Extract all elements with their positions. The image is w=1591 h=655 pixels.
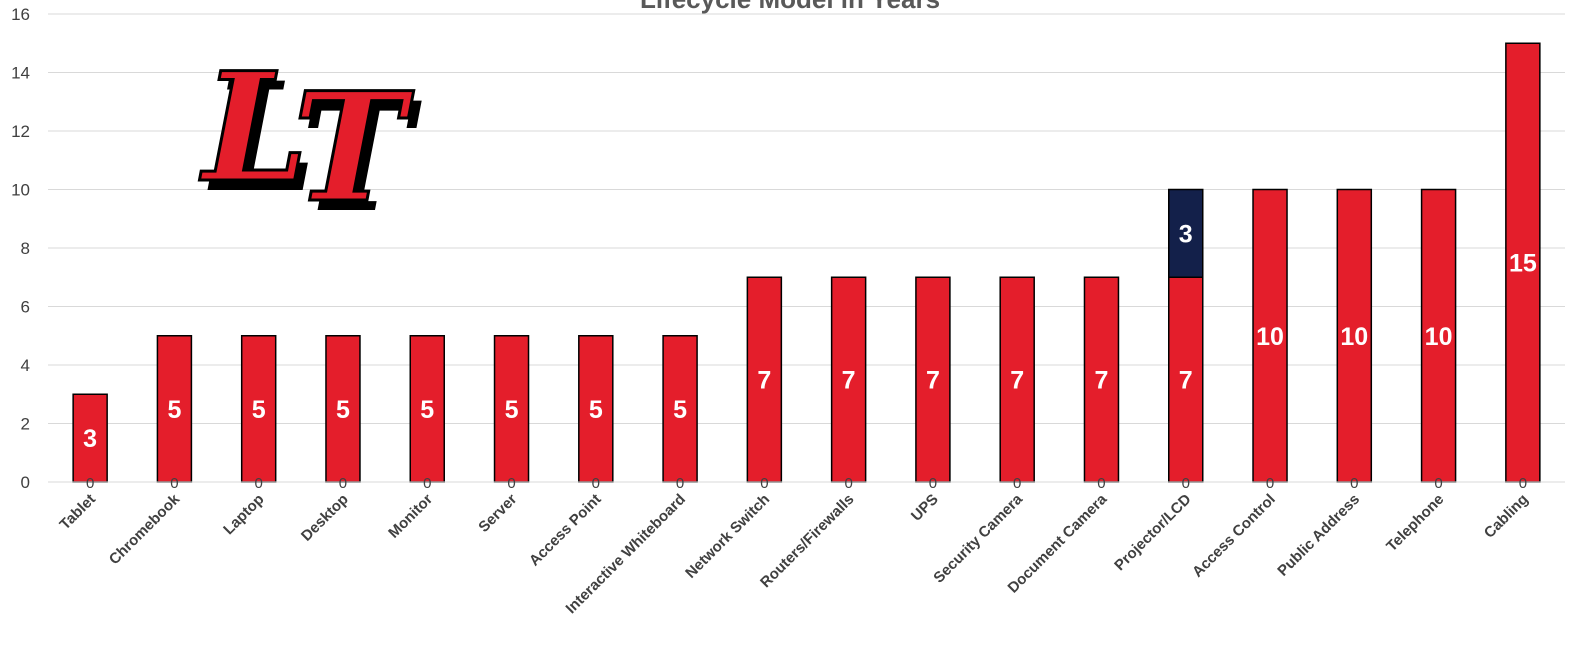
bar [1168, 188, 1204, 278]
bar-value-label: 7 [1095, 367, 1109, 395]
y-tick-label: 12 [11, 122, 30, 141]
zero-value-label: 0 [170, 475, 178, 492]
zero-value-label: 0 [1097, 475, 1105, 492]
y-tick-label: 10 [11, 181, 30, 200]
zero-value-label: 0 [929, 475, 937, 492]
x-tick-label: Projector/LCD [1111, 491, 1194, 574]
zero-value-label: 0 [844, 475, 852, 492]
bar-value-label: 15 [1509, 250, 1537, 278]
x-axis-tick-labels: Tablet Chromebook Laptop Desktop Monitor Serv… [56, 490, 1531, 617]
bar-value-label: 7 [926, 367, 940, 395]
x-tick-label: Desktop [298, 491, 352, 545]
zero-value-label: 0 [1182, 475, 1190, 492]
zero-labels: 0 0 0 0 0 0 0 0 0 0 0 0 0 0 0 0 0 0 [86, 475, 1527, 492]
zero-value-label: 0 [255, 475, 263, 492]
y-tick-label: 4 [21, 356, 30, 375]
zero-value-label: 0 [423, 475, 431, 492]
y-tick-label: 8 [21, 239, 30, 258]
bar [1420, 188, 1457, 483]
x-tick-label: Network Switch [682, 491, 773, 582]
bar-value-label: 5 [420, 396, 434, 424]
x-tick-label: Access Point [526, 491, 605, 570]
bar-value-label: 5 [336, 396, 350, 424]
x-tick-label: Security Camera [930, 490, 1026, 586]
y-axis-tick-labels: 0 2 4 6 8 10 12 14 16 [11, 5, 30, 492]
zero-value-label: 0 [86, 475, 94, 492]
bar-value-label: 5 [589, 396, 603, 424]
bar-value-label: 7 [842, 367, 856, 395]
chart-title: Lifecycle Model in Years [640, 0, 940, 14]
bar [325, 335, 361, 483]
x-tick-label: Access Control [1189, 491, 1279, 581]
zero-value-label: 0 [507, 475, 515, 492]
y-tick-label: 0 [21, 473, 30, 492]
y-tick-label: 14 [11, 64, 30, 83]
y-tick-label: 2 [21, 415, 30, 434]
bar [662, 335, 698, 483]
y-tick-label: 16 [11, 5, 30, 24]
y-tick-label: 6 [21, 298, 30, 317]
x-tick-label: Tablet [56, 491, 98, 533]
zero-value-label: 0 [1519, 475, 1527, 492]
x-tick-label: Routers/Firewalls [757, 491, 857, 591]
bar [1505, 42, 1541, 483]
bar-value-label: 5 [505, 396, 519, 424]
x-tick-label: Server [475, 491, 520, 536]
bar-value-label: 5 [673, 396, 687, 424]
zero-value-label: 0 [1350, 475, 1358, 492]
zero-value-label: 0 [1013, 475, 1021, 492]
bar [1252, 188, 1288, 483]
logo-letter-l: L [199, 40, 308, 216]
bar [999, 276, 1035, 483]
logo-shadow-l: L [207, 50, 316, 226]
zero-value-label: 0 [760, 475, 768, 492]
zero-value-label: 0 [1266, 475, 1274, 492]
x-tick-label: Monitor [385, 491, 436, 542]
x-tick-label: UPS [908, 491, 942, 525]
x-tick-label: Public Address [1274, 491, 1363, 580]
bar-value-label: 10 [1425, 323, 1453, 351]
bar-value-label: 5 [252, 396, 266, 424]
bar-value-label: 10 [1256, 323, 1284, 351]
x-tick-label: Laptop [220, 491, 267, 538]
logo-shadow-t: T [301, 70, 422, 246]
bar-value-label: 5 [167, 396, 181, 424]
bar-value-label: 10 [1340, 323, 1368, 351]
bar-value-label: 3 [1179, 220, 1193, 248]
zero-value-label: 0 [676, 475, 684, 492]
bar-value-label: 3 [83, 425, 97, 453]
bars: 3 5 5 5 5 5 5 5 7 7 7 7 7 7 3 10 10 10 15 [72, 42, 1541, 483]
bar [409, 335, 445, 483]
bar [493, 335, 530, 483]
bar [1336, 188, 1373, 483]
bar-value-label: 7 [1010, 367, 1024, 395]
zero-value-label: 0 [339, 475, 347, 492]
zero-value-label: 0 [592, 475, 600, 492]
x-tick-label: Chromebook [106, 490, 184, 568]
gridlines [48, 13, 1565, 424]
x-tick-label: Cabling [1481, 491, 1532, 542]
bar [240, 335, 277, 483]
lt-logo: L L T T [198, 39, 423, 247]
x-tick-label: Telephone [1383, 491, 1447, 555]
bar-value-label: 7 [1179, 367, 1193, 395]
logo-letter-t: T [293, 60, 414, 236]
bar [746, 276, 783, 483]
bar-value-label: 7 [757, 367, 771, 395]
zero-value-label: 0 [1434, 475, 1442, 492]
bar [830, 276, 867, 483]
